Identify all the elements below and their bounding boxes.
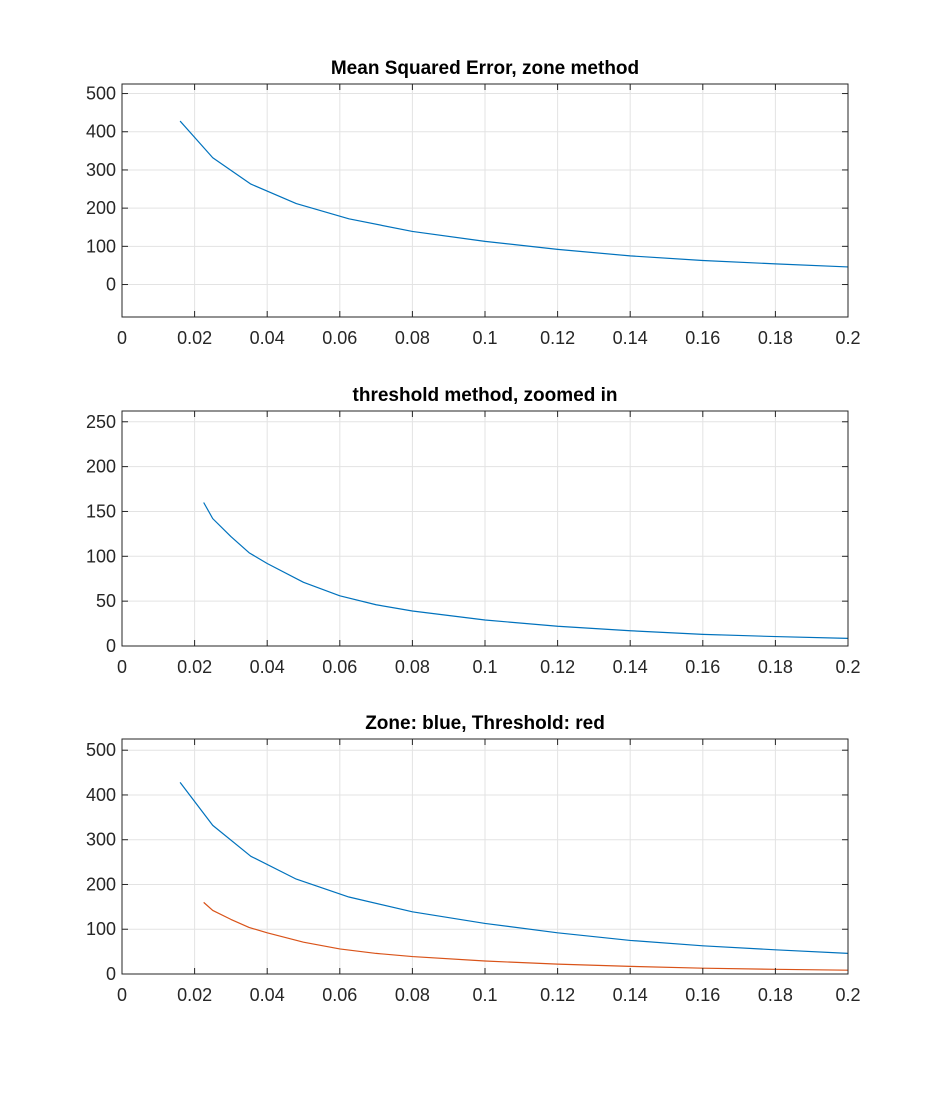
series-line-1	[179, 120, 849, 268]
x-tick-label: 0.1	[472, 657, 497, 677]
x-tick-label: 0.2	[835, 985, 860, 1005]
chart-title: Mean Squared Error, zone method	[331, 58, 639, 79]
x-tick-label: 0	[117, 985, 127, 1005]
x-tick-label: 0.18	[758, 985, 793, 1005]
series-line-1	[203, 502, 849, 639]
x-tick-label: 0.18	[758, 657, 793, 677]
y-tick-label: 100	[86, 546, 116, 566]
x-tick-label: 0.2	[835, 328, 860, 348]
x-tick-label: 0.02	[177, 657, 212, 677]
y-tick-label: 200	[86, 198, 116, 218]
y-tick-label: 0	[106, 636, 116, 656]
x-tick-label: 0.04	[250, 985, 285, 1005]
x-tick-label: 0.02	[177, 328, 212, 348]
y-tick-label: 250	[86, 412, 116, 432]
y-tick-label: 50	[96, 591, 116, 611]
y-tick-label: 200	[86, 874, 116, 894]
x-tick-label: 0.06	[322, 985, 357, 1005]
y-tick-label: 0	[106, 964, 116, 984]
x-tick-label: 0.1	[472, 985, 497, 1005]
y-tick-label: 500	[86, 740, 116, 760]
x-tick-label: 0.16	[685, 657, 720, 677]
y-tick-label: 100	[86, 236, 116, 256]
y-tick-label: 500	[86, 84, 116, 104]
y-tick-label: 300	[86, 160, 116, 180]
x-tick-label: 0.16	[685, 985, 720, 1005]
x-tick-label: 0.12	[540, 985, 575, 1005]
y-tick-label: 200	[86, 457, 116, 477]
x-tick-label: 0.04	[250, 657, 285, 677]
x-tick-label: 0.18	[758, 328, 793, 348]
series-line-1	[179, 782, 849, 955]
x-tick-label: 0.08	[395, 328, 430, 348]
chart-title: Zone: blue, Threshold: red	[365, 713, 605, 734]
x-tick-label: 0.1	[472, 328, 497, 348]
y-tick-label: 400	[86, 785, 116, 805]
axes-1: 0 0.02 0.04 0.06 0.08 0.1 0.12 0.14 0.16 0.18 0.2 0…	[86, 58, 861, 348]
x-tick-label: 0.12	[540, 657, 575, 677]
y-tick-label: 100	[86, 919, 116, 939]
y-tick-label: 0	[106, 275, 116, 295]
x-tick-label: 0.12	[540, 328, 575, 348]
x-tick-label: 0.2	[835, 657, 860, 677]
y-tick-label: 150	[86, 501, 116, 521]
x-tick-label: 0.16	[685, 328, 720, 348]
x-tick-label: 0.08	[395, 985, 430, 1005]
x-tick-label: 0.14	[613, 985, 648, 1005]
y-tick-label: 300	[86, 830, 116, 850]
axes-2: 0 0.02 0.04 0.06 0.08 0.1 0.12 0.14 0.16 0.18 0.2 0…	[86, 385, 861, 677]
x-tick-label: 0	[117, 328, 127, 348]
x-tick-label: 0.06	[322, 657, 357, 677]
y-tick-label: 400	[86, 122, 116, 142]
x-tick-label: 0.08	[395, 657, 430, 677]
x-tick-label: 0.14	[613, 657, 648, 677]
x-tick-label: 0.04	[250, 328, 285, 348]
chart-title: threshold method, zoomed in	[353, 385, 618, 406]
series-line-2	[203, 901, 849, 971]
x-tick-label: 0.02	[177, 985, 212, 1005]
x-tick-label: 0.06	[322, 328, 357, 348]
x-tick-label: 0.14	[613, 328, 648, 348]
axes-3: 0 0.02 0.04 0.06 0.08 0.1 0.12 0.14 0.16 0.18 0.2 0…	[86, 713, 861, 1005]
x-tick-label: 0	[117, 657, 127, 677]
